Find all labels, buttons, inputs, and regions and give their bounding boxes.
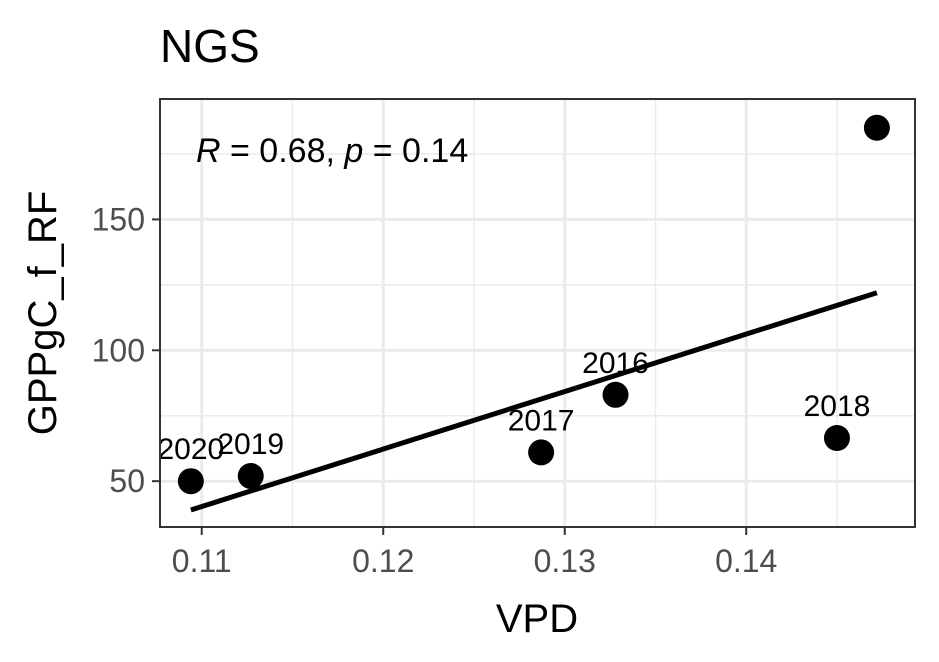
x-tick-label: 0.11 — [172, 543, 232, 579]
panel-border — [159, 98, 916, 528]
r-value: = 0.68, — [221, 132, 345, 170]
y-tick-label: 50 — [109, 463, 145, 499]
y-tick-label: 100 — [92, 332, 145, 368]
p-value: = 0.14 — [363, 132, 468, 170]
y-axis: 50 100 150 — [92, 201, 160, 499]
x-axis-title: VPD — [496, 597, 578, 641]
x-tick-label: 0.14 — [715, 543, 777, 579]
regression-line — [190, 290, 878, 513]
x-axis: 0.11 0.12 0.13 0.14 — [172, 527, 777, 579]
point-label: 2018 — [804, 390, 871, 423]
chart-title: NGS — [160, 20, 260, 72]
data-point — [528, 439, 555, 466]
data-point — [177, 468, 204, 495]
correlation-annotation: R = 0.68, p = 0.14 — [196, 132, 468, 170]
point-label: 2017 — [508, 404, 575, 437]
point-label: 2019 — [217, 428, 284, 461]
y-tick-label: 150 — [92, 201, 145, 237]
data-point — [863, 114, 890, 141]
data-point — [823, 424, 850, 451]
minor-gridlines — [160, 99, 915, 527]
data-point — [602, 381, 629, 408]
x-tick-label: 0.12 — [352, 543, 414, 579]
r-symbol: R — [196, 132, 221, 170]
data-points — [177, 114, 890, 495]
x-tick-label: 0.13 — [534, 543, 596, 579]
y-axis-title: GPPgC_f_RF — [21, 191, 65, 436]
p-symbol: p — [343, 132, 363, 170]
point-label: 2020 — [157, 433, 224, 466]
major-gridlines — [160, 99, 915, 527]
point-label: 2016 — [582, 347, 649, 380]
data-point — [237, 462, 264, 489]
